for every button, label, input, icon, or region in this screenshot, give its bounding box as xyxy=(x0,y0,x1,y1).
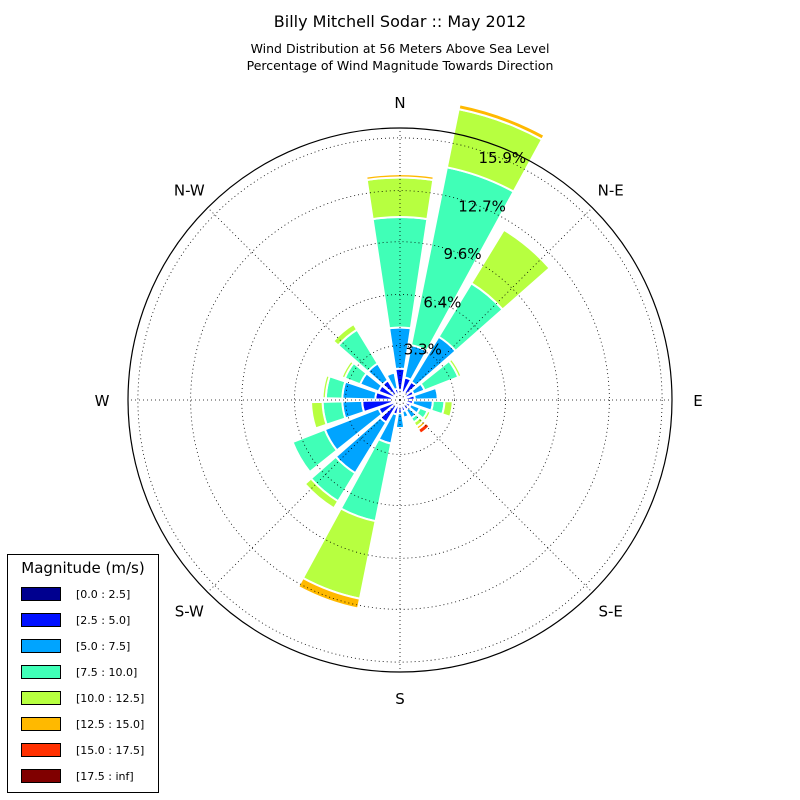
chart-subtitle-line-1: Wind Distribution at 56 Meters Above Sea… xyxy=(250,41,550,56)
radial-tick-label: 12.7% xyxy=(458,198,506,216)
angular-grid-line xyxy=(399,207,593,401)
wind-bar-segment xyxy=(303,477,340,510)
wind-bar-segment xyxy=(309,400,328,430)
compass-label: S-W xyxy=(175,603,204,621)
legend-item: [5.0 : 7.5] xyxy=(21,638,130,654)
radial-grid-circle xyxy=(345,345,455,455)
legend: Magnitude (m/s) [0.0 : 2.5] [2.5 : 5.0] … xyxy=(7,554,159,793)
radial-grid-circle xyxy=(241,241,559,559)
legend-swatch xyxy=(21,691,61,705)
legend-swatch xyxy=(21,613,61,627)
wind-bar-segment xyxy=(434,386,441,401)
wind-bar-segment xyxy=(457,103,546,141)
legend-item: [12.5 : 15.0] xyxy=(21,716,144,732)
legend-item: [2.5 : 5.0] xyxy=(21,612,130,628)
legend-swatch xyxy=(21,639,61,653)
wind-bar-segment xyxy=(440,400,454,419)
compass-label: N-E xyxy=(598,181,624,199)
legend-item: [0.0 : 2.5] xyxy=(21,586,130,602)
compass-label: N-W xyxy=(174,181,205,199)
legend-label: [10.0 : 12.5] xyxy=(76,691,145,705)
chart-subtitle-line-2: Percentage of Wind Magnitude Towards Dir… xyxy=(246,58,554,73)
angular-grid-line xyxy=(399,399,593,593)
wind-bar-segment xyxy=(340,359,356,380)
legend-swatch xyxy=(21,587,61,601)
legend-swatch xyxy=(21,743,61,757)
compass-label: S xyxy=(395,690,405,708)
legend-label: [12.5 : 15.0] xyxy=(76,717,145,731)
legend-item: [17.5 : inf] xyxy=(21,768,134,784)
legend-label: [2.5 : 5.0] xyxy=(76,613,131,627)
compass-label: E xyxy=(693,392,702,410)
legend-label: [15.0 : 17.5] xyxy=(76,743,145,757)
legend-item: [7.5 : 10.0] xyxy=(21,664,137,680)
legend-swatch xyxy=(21,769,61,783)
radial-grid-circle xyxy=(137,137,663,663)
legend-label: [0.0 : 2.5] xyxy=(76,587,131,601)
radial-tick-label: 6.4% xyxy=(423,294,461,312)
compass-label: N xyxy=(394,94,405,112)
wind-bar-segment xyxy=(321,374,331,400)
radial-grid-circle xyxy=(190,190,610,610)
radial-tick-label: 15.9% xyxy=(478,149,526,167)
legend-item: [10.0 : 12.5] xyxy=(21,690,144,706)
legend-label: [5.0 : 7.5] xyxy=(76,639,131,653)
radial-grid-circle xyxy=(294,294,506,506)
compass-label: W xyxy=(95,392,110,410)
wind-bar-segment xyxy=(416,421,432,436)
wind-bar-segment xyxy=(296,576,362,610)
legend-label: [7.5 : 10.0] xyxy=(76,665,138,679)
outer-circle xyxy=(127,127,673,673)
wind-bar-segment xyxy=(365,173,435,182)
wind-bar-segment xyxy=(384,369,396,377)
legend-swatch xyxy=(21,665,61,679)
angular-grid-line xyxy=(207,207,401,401)
legend-item: [15.0 : 17.5] xyxy=(21,742,144,758)
wind-bar-segment xyxy=(291,428,339,474)
wind-bar-segment xyxy=(447,357,463,379)
chart-title: Billy Mitchell Sodar :: May 2012 xyxy=(273,12,527,31)
legend-swatch xyxy=(21,717,61,731)
wind-bar-segment xyxy=(469,228,552,311)
legend-title: Magnitude (m/s) xyxy=(21,559,145,577)
angular-grid-line xyxy=(207,399,401,593)
legend-label: [17.5 : inf] xyxy=(76,769,134,783)
radial-tick-label: 9.6% xyxy=(444,245,482,263)
wind-bar-segment xyxy=(421,409,432,422)
wind-bar-segment xyxy=(331,322,359,347)
compass-label: S-E xyxy=(599,603,623,621)
radial-tick-label: 3.3% xyxy=(404,341,442,359)
